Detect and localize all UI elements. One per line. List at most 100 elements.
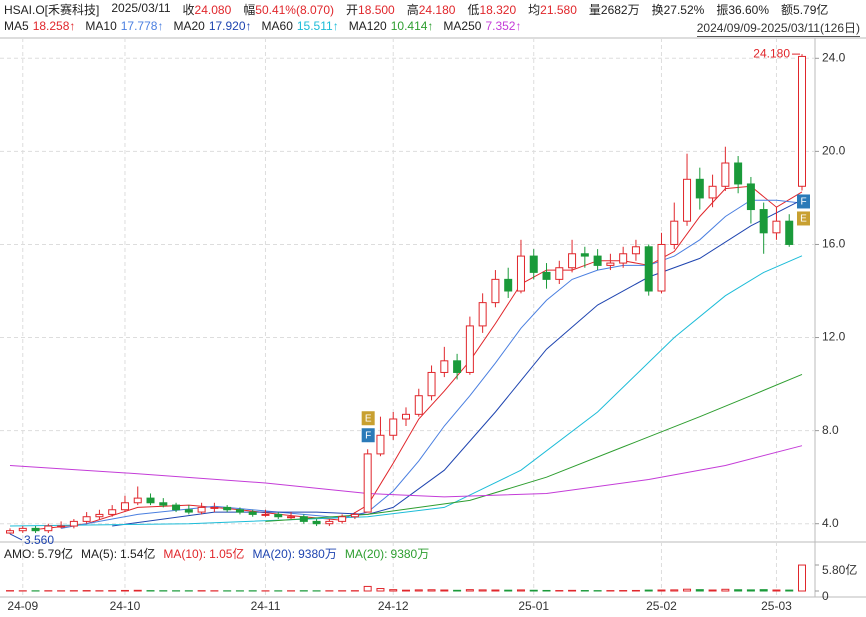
- header-label: 均: [528, 3, 541, 17]
- volume-bar: [785, 589, 794, 592]
- candle-body: [350, 513, 359, 518]
- candle-body: [631, 246, 640, 255]
- candle-body: [235, 509, 244, 513]
- volume-bar: [376, 588, 385, 592]
- volume-bar: [734, 589, 743, 592]
- volume-legend-value: 9380万: [390, 547, 430, 561]
- volume-bar: [695, 589, 704, 592]
- volume-legend-item: MA(20): 9380万: [345, 545, 429, 562]
- legend-value: 17.778↑: [120, 19, 164, 33]
- candle-body: [453, 360, 462, 373]
- header-label: 振: [716, 3, 729, 17]
- header-value: 18.320: [479, 3, 517, 17]
- legend-value: 17.920↑: [208, 19, 252, 33]
- candle-body: [402, 413, 410, 420]
- legend-item: MA10 17.778↑: [85, 19, 163, 33]
- header-label: 收: [182, 3, 195, 17]
- legend-name: MA10: [85, 19, 117, 33]
- header-label: 低: [467, 3, 480, 17]
- candle-body: [172, 504, 181, 511]
- volume-bar: [670, 589, 679, 592]
- header-label: 换: [651, 3, 664, 17]
- candle-body: [785, 220, 794, 245]
- candle-body: [197, 506, 206, 513]
- volume-bar: [721, 588, 730, 592]
- candle-body: [248, 511, 257, 515]
- candle-body: [555, 267, 564, 280]
- candle-body: [516, 255, 525, 292]
- candle-body: [440, 360, 449, 373]
- x-tick-label: 24-12: [378, 599, 409, 613]
- header-item: 振36.60%: [716, 1, 769, 18]
- header-item: 高24.180: [407, 1, 456, 18]
- legend-name: MA20: [173, 19, 205, 33]
- header-value: 2682万: [600, 3, 640, 17]
- candle-body: [376, 434, 385, 455]
- event-label: E: [800, 214, 807, 225]
- date-range[interactable]: 2024/09/09-2025/03/11(126日): [696, 21, 860, 37]
- volume-bar: [133, 589, 142, 592]
- ma-line: [112, 199, 803, 527]
- legend-value: 7.352↑: [485, 19, 522, 33]
- ma-line: [265, 373, 803, 522]
- volume-bar: [759, 589, 768, 592]
- volume-legend-value: 1.05亿: [209, 547, 245, 561]
- volume-bar: [414, 589, 423, 592]
- candle-body: [363, 453, 372, 513]
- candle-body: [580, 253, 589, 257]
- y-tick-label: 8.0: [822, 423, 839, 437]
- ma-line: [9, 445, 803, 498]
- volume-bar: [453, 589, 462, 592]
- candle-body: [299, 516, 308, 522]
- volume-legend-label: AMO:: [4, 547, 35, 561]
- candle-body: [133, 497, 142, 504]
- header-item: 幅50.41%(8.070): [243, 1, 334, 18]
- candle-body: [619, 253, 628, 264]
- candle-body: [261, 513, 270, 516]
- x-tick-label: 25-02: [646, 599, 677, 613]
- header-label: 开: [346, 3, 359, 17]
- volume-legend-item: AMO: 5.79亿: [4, 545, 73, 562]
- header-item: 收24.080: [183, 1, 232, 18]
- ma-legend: MA5 18.258↑ MA10 17.778↑ MA20 17.920↑ MA60 15.5…: [4, 19, 525, 33]
- candle-body: [504, 278, 513, 292]
- candle-body: [95, 513, 104, 518]
- legend-name: MA120: [348, 19, 387, 33]
- header-value: 24.180: [418, 3, 456, 17]
- header-value: 18.500: [358, 3, 395, 17]
- candle-body: [312, 520, 321, 525]
- annotation-text: 3.560: [24, 533, 54, 547]
- legend-item: MA250 7.352↑: [443, 19, 521, 33]
- volume-tick-label: 5.80亿: [822, 562, 857, 577]
- candle-body: [210, 506, 219, 509]
- volume-legend-value: 1.54亿: [120, 547, 156, 561]
- event-badge: [797, 194, 810, 209]
- volume-bar: [772, 589, 781, 592]
- legend-value: 10.414↑: [390, 19, 434, 33]
- header-value: 50.41%(8.070): [255, 3, 334, 17]
- volume-legend-label: MA(5):: [81, 547, 118, 561]
- candle-body: [108, 509, 117, 515]
- legend-name: MA5: [4, 19, 29, 33]
- legend-item: MA120 10.414↑: [349, 19, 434, 33]
- event-badge: [361, 428, 375, 443]
- volume-legend-item: MA(5): 1.54亿: [81, 545, 155, 562]
- candle-body: [18, 527, 27, 532]
- candle-body: [529, 255, 538, 273]
- candle-body: [146, 497, 155, 504]
- header-text: 2025/03/11: [111, 1, 171, 15]
- quote-header: HSAI.O[禾赛科技] 2025/03/11 收24.080 幅50.41%(8.0…: [4, 1, 828, 18]
- x-tick-label: 24-10: [110, 599, 141, 613]
- volume-tick-label: 0: [822, 589, 829, 603]
- volume-bar: [440, 589, 449, 592]
- volume-legend-label: MA(20):: [344, 547, 388, 561]
- candle-body: [568, 253, 577, 269]
- header-item: 换27.52%: [652, 1, 705, 18]
- candle-body: [31, 527, 40, 532]
- header-item: 开18.500: [346, 1, 395, 18]
- candle-body: [414, 395, 423, 415]
- y-tick-label: 24.0: [822, 50, 846, 64]
- header-label: 额: [781, 3, 794, 17]
- event-label: F: [800, 197, 806, 208]
- header-item: 额5.79亿: [781, 1, 828, 18]
